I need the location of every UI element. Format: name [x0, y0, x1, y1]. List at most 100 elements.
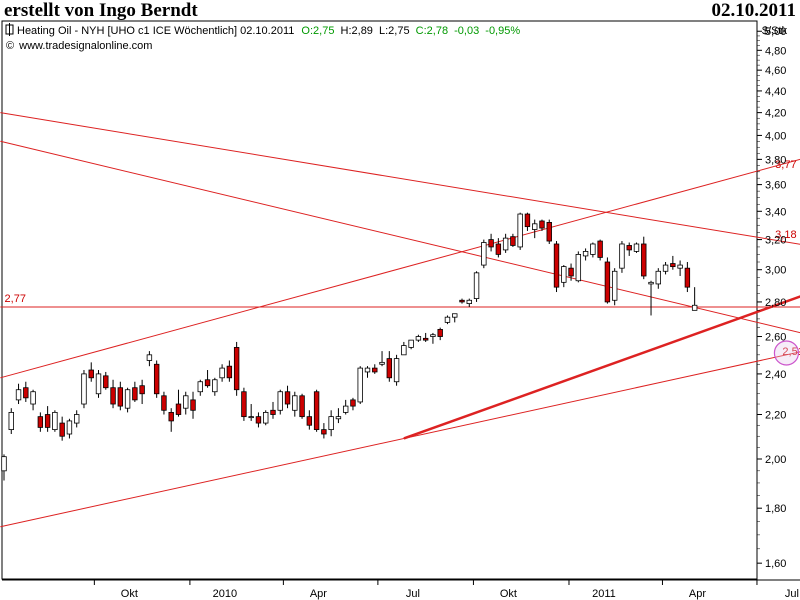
candle[interactable]	[415, 334, 422, 342]
candle[interactable]	[1, 454, 7, 481]
candle[interactable]	[263, 410, 269, 426]
candle[interactable]	[313, 389, 320, 432]
candle[interactable]	[386, 351, 393, 382]
candle[interactable]	[350, 397, 356, 411]
candle[interactable]	[197, 379, 203, 396]
candle[interactable]	[103, 371, 109, 390]
candle[interactable]	[175, 389, 182, 417]
candle[interactable]	[226, 360, 233, 382]
candle[interactable]	[270, 401, 276, 419]
candle[interactable]	[321, 423, 327, 439]
trendline-main-support[interactable]	[403, 274, 800, 440]
candle[interactable]	[582, 248, 589, 261]
candle[interactable]	[684, 262, 691, 293]
candle[interactable]	[670, 255, 676, 270]
candle[interactable]	[502, 233, 509, 253]
candle[interactable]	[30, 389, 36, 411]
candle[interactable]	[459, 298, 465, 304]
candle[interactable]	[488, 233, 494, 252]
candle[interactable]	[597, 239, 603, 261]
candle[interactable]	[342, 399, 349, 415]
candle[interactable]	[444, 315, 451, 325]
candle[interactable]	[183, 391, 189, 415]
candle[interactable]	[15, 383, 22, 405]
candle[interactable]	[524, 212, 531, 231]
candle[interactable]	[357, 366, 363, 405]
candle[interactable]	[292, 391, 298, 417]
candle[interactable]	[241, 387, 247, 421]
candle[interactable]	[74, 410, 80, 428]
candle[interactable]	[575, 251, 582, 283]
candle[interactable]	[328, 410, 334, 437]
candle[interactable]	[132, 381, 138, 402]
candle[interactable]	[153, 360, 160, 398]
candle[interactable]	[284, 385, 291, 409]
candle[interactable]	[372, 364, 378, 374]
candle[interactable]	[539, 219, 545, 231]
candle[interactable]	[553, 241, 560, 293]
candle[interactable]	[437, 327, 443, 341]
trendline-steep-resistance[interactable]	[0, 140, 800, 347]
candle[interactable]	[306, 410, 313, 430]
candle[interactable]	[452, 313, 458, 323]
candle[interactable]	[379, 351, 385, 367]
candle[interactable]	[430, 332, 436, 344]
candle[interactable]	[481, 239, 487, 269]
candle[interactable]	[66, 418, 73, 439]
candle[interactable]	[364, 366, 371, 378]
candle[interactable]	[95, 370, 102, 398]
candle[interactable]	[561, 265, 567, 288]
candle[interactable]	[117, 381, 124, 411]
candle[interactable]	[255, 412, 262, 428]
candle[interactable]	[677, 260, 683, 276]
candle[interactable]	[110, 379, 116, 409]
candle[interactable]	[8, 408, 14, 435]
candle[interactable]	[88, 362, 94, 382]
candle[interactable]	[546, 219, 552, 244]
candle[interactable]	[408, 339, 414, 350]
candle[interactable]	[124, 387, 131, 413]
candle[interactable]	[473, 271, 480, 302]
candle[interactable]	[161, 391, 167, 415]
candle[interactable]	[648, 280, 654, 316]
candle[interactable]	[495, 238, 502, 258]
candle[interactable]	[466, 298, 472, 307]
candle[interactable]	[204, 370, 211, 388]
candle[interactable]	[662, 262, 669, 275]
candle[interactable]	[233, 341, 240, 396]
candle[interactable]	[633, 242, 640, 253]
candle[interactable]	[81, 370, 87, 409]
trendline-upper-resistance[interactable]	[0, 112, 800, 255]
candle[interactable]	[248, 404, 254, 421]
candle[interactable]	[604, 257, 611, 304]
candle[interactable]	[422, 332, 429, 342]
candle[interactable]	[641, 236, 647, 280]
candle[interactable]	[517, 212, 523, 250]
candle[interactable]	[52, 410, 58, 432]
candle[interactable]	[299, 393, 305, 419]
candle[interactable]	[44, 406, 51, 432]
candle[interactable]	[393, 354, 400, 386]
candle[interactable]	[691, 287, 698, 311]
candle[interactable]	[510, 233, 516, 247]
candle[interactable]	[23, 381, 29, 402]
candle[interactable]	[219, 364, 225, 382]
candle[interactable]	[212, 377, 218, 396]
candle[interactable]	[619, 241, 625, 273]
candle[interactable]	[590, 242, 596, 258]
trendline-upper-channel[interactable]	[0, 142, 800, 379]
candle[interactable]	[146, 351, 153, 367]
candle[interactable]	[139, 379, 145, 405]
candle[interactable]	[655, 268, 661, 289]
trendline-lower-support[interactable]	[0, 338, 800, 528]
candle[interactable]	[611, 268, 618, 306]
candle[interactable]	[190, 391, 196, 419]
candle[interactable]	[59, 416, 65, 441]
candle[interactable]	[37, 412, 44, 432]
candle[interactable]	[277, 389, 283, 415]
candle[interactable]	[335, 408, 342, 424]
candle[interactable]	[532, 219, 538, 239]
candle[interactable]	[401, 341, 407, 356]
candle[interactable]	[568, 263, 574, 281]
